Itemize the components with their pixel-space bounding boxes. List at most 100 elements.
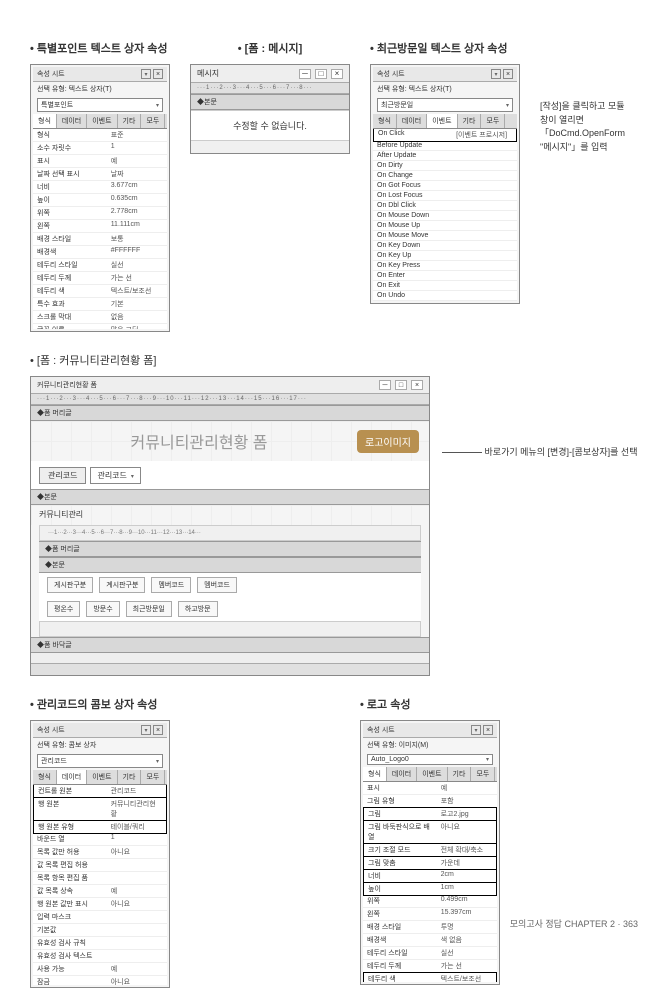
tab-all[interactable]: 모두 xyxy=(141,114,165,128)
prop-row[interactable]: 높이0.635cm xyxy=(33,194,167,207)
prop-row[interactable]: 입력 마스크 xyxy=(33,911,167,924)
field-bangmun[interactable]: 방문수 xyxy=(86,601,119,617)
tab-data[interactable]: 데이터 xyxy=(387,767,417,781)
prop-row[interactable]: 값 목록 편집 허용 xyxy=(33,859,167,872)
prop-row[interactable]: On Click[이벤트 프로시저] xyxy=(373,129,517,142)
prop-row[interactable]: 날짜 선택 표시날짜 xyxy=(33,168,167,181)
prop-row[interactable]: On Undo xyxy=(373,291,517,301)
combo-box[interactable]: 관리코드 xyxy=(90,467,140,484)
prop-row[interactable]: 배경색색 없음 xyxy=(363,934,497,947)
tab-event[interactable]: 이벤트 xyxy=(87,114,117,128)
field-hago[interactable]: 하고방문 xyxy=(178,601,218,617)
prop-row[interactable]: 테두리 스타일실선 xyxy=(33,259,167,272)
tab-all[interactable]: 모두 xyxy=(471,767,495,781)
prop-row[interactable]: On Mouse Down xyxy=(373,211,517,221)
prop-row[interactable]: On Key Up xyxy=(373,251,517,261)
prop-row[interactable]: 소수 자릿수1 xyxy=(33,142,167,155)
prop-row[interactable]: On Lost Focus xyxy=(373,191,517,201)
panel1-dropdown[interactable]: 특별포인트 xyxy=(37,98,163,112)
prop-row[interactable]: 위쪽0.499cm xyxy=(363,895,497,908)
prop-row[interactable]: 행 원본 값만 표시아니요 xyxy=(33,898,167,911)
prop-row[interactable]: 배경색#FFFFFF xyxy=(33,246,167,259)
max-icon[interactable]: □ xyxy=(315,69,327,79)
prop-row[interactable]: 표시예 xyxy=(363,782,497,795)
prop-row[interactable]: On Mouse Move xyxy=(373,231,517,241)
tab-other[interactable]: 기타 xyxy=(118,114,142,128)
prop-row[interactable]: 테두리 색텍스트/보조선 xyxy=(363,972,497,982)
field-member2[interactable]: 멤버코드 xyxy=(197,577,237,593)
prop-row[interactable]: 표시예 xyxy=(33,155,167,168)
tab-other[interactable]: 기타 xyxy=(118,770,142,784)
prop-row[interactable]: 너비3.677cm xyxy=(33,181,167,194)
field-member1[interactable]: 멤버코드 xyxy=(151,577,191,593)
field-recent[interactable]: 최근방문일 xyxy=(126,601,172,617)
prop-row[interactable]: 목록 값만 허용아니요 xyxy=(33,846,167,859)
tab-format[interactable]: 형식 xyxy=(363,767,387,781)
prop-row[interactable]: 높이1cm xyxy=(363,882,497,896)
tab-data[interactable]: 데이터 xyxy=(397,114,427,128)
close-icon[interactable]: × xyxy=(153,725,163,735)
prop-row[interactable]: On Change xyxy=(373,171,517,181)
prop-row[interactable]: 위쪽2.778cm xyxy=(33,207,167,220)
tab-other[interactable]: 기타 xyxy=(448,767,472,781)
max-icon[interactable]: □ xyxy=(395,380,407,390)
min-icon[interactable]: ─ xyxy=(299,69,311,79)
prop-row[interactable]: On Got Focus xyxy=(373,181,517,191)
close-icon[interactable]: × xyxy=(483,725,493,735)
prop-row[interactable]: 그림 바둑판식으로 배열아니요 xyxy=(363,820,497,844)
prop-row[interactable]: 형식표준 xyxy=(33,129,167,142)
prop-row[interactable]: 테두리 색텍스트/보조선 xyxy=(33,285,167,298)
close-icon[interactable]: × xyxy=(153,69,163,79)
prop-row[interactable]: 행 원본 유형테이블/쿼리 xyxy=(33,820,167,834)
prop-row[interactable]: On Dirty xyxy=(373,161,517,171)
close-icon[interactable]: × xyxy=(331,69,343,79)
tab-data[interactable]: 데이터 xyxy=(57,770,87,784)
tab-event[interactable]: 이벤트 xyxy=(417,767,447,781)
prop-row[interactable]: 기본값 xyxy=(33,924,167,937)
prop-row[interactable]: On Dbl Click xyxy=(373,201,517,211)
prop-row[interactable]: On Mouse Up xyxy=(373,221,517,231)
panel2-dropdown[interactable]: 최근방문일 xyxy=(377,98,513,112)
tab-format[interactable]: 형식 xyxy=(373,114,397,128)
tab-all[interactable]: 모두 xyxy=(481,114,505,128)
prop-row[interactable]: 그림 맞춤가운데 xyxy=(363,856,497,870)
tab-event[interactable]: 이벤트 xyxy=(87,770,117,784)
dropdown-icon[interactable] xyxy=(141,69,151,79)
prop-row[interactable]: 테두리 두께가는 선 xyxy=(33,272,167,285)
tab-event[interactable]: 이벤트 xyxy=(427,114,457,128)
prop-row[interactable]: Before Update xyxy=(373,141,517,151)
prop-row[interactable]: 너비2cm xyxy=(363,869,497,883)
prop-row[interactable]: On Key Down xyxy=(373,241,517,251)
prop-row[interactable]: 스크롤 막대없음 xyxy=(33,311,167,324)
dropdown-icon[interactable] xyxy=(491,69,501,79)
prop-row[interactable]: 그림로고2.jpg xyxy=(363,807,497,821)
prop-row[interactable]: 행 원본커뮤니티관리현황 xyxy=(33,797,167,821)
prop-row[interactable]: 유효성 검사 규칙 xyxy=(33,937,167,950)
prop-row[interactable]: 잠금아니요 xyxy=(33,976,167,985)
field-pyeong[interactable]: 평온수 xyxy=(47,601,80,617)
panel3-dropdown[interactable]: 관리코드 xyxy=(37,754,163,768)
panel4-dropdown[interactable]: Auto_Logo0 xyxy=(367,754,493,765)
prop-row[interactable]: 유효성 검사 텍스트 xyxy=(33,950,167,963)
prop-row[interactable]: 특수 효과기본 xyxy=(33,298,167,311)
prop-row[interactable]: On Key Press xyxy=(373,261,517,271)
close-icon[interactable]: × xyxy=(503,69,513,79)
field-gesipan2[interactable]: 계시판구분 xyxy=(99,577,145,593)
tab-format[interactable]: 형식 xyxy=(33,114,57,128)
tab-data[interactable]: 데이터 xyxy=(57,114,87,128)
tab-other[interactable]: 기타 xyxy=(458,114,482,128)
dropdown-icon[interactable] xyxy=(471,725,481,735)
prop-row[interactable]: 바운드 열1 xyxy=(33,833,167,846)
prop-row[interactable]: 크기 조절 모드전체 확대/축소 xyxy=(363,843,497,857)
prop-row[interactable]: 배경 스타일보통 xyxy=(33,233,167,246)
prop-row[interactable]: 목록 항목 편집 품 xyxy=(33,872,167,885)
dropdown-icon[interactable] xyxy=(141,725,151,735)
prop-row[interactable]: 사용 가능예 xyxy=(33,963,167,976)
prop-row[interactable]: 테두리 스타일실선 xyxy=(363,947,497,960)
prop-row[interactable]: 왼쪽11.111cm xyxy=(33,220,167,233)
close-icon[interactable]: × xyxy=(411,380,423,390)
field-gesipan1[interactable]: 게시판구분 xyxy=(47,577,93,593)
prop-row[interactable]: 배경 스타일투명 xyxy=(363,921,497,934)
prop-row[interactable]: On Enter xyxy=(373,271,517,281)
tab-all[interactable]: 모두 xyxy=(141,770,165,784)
